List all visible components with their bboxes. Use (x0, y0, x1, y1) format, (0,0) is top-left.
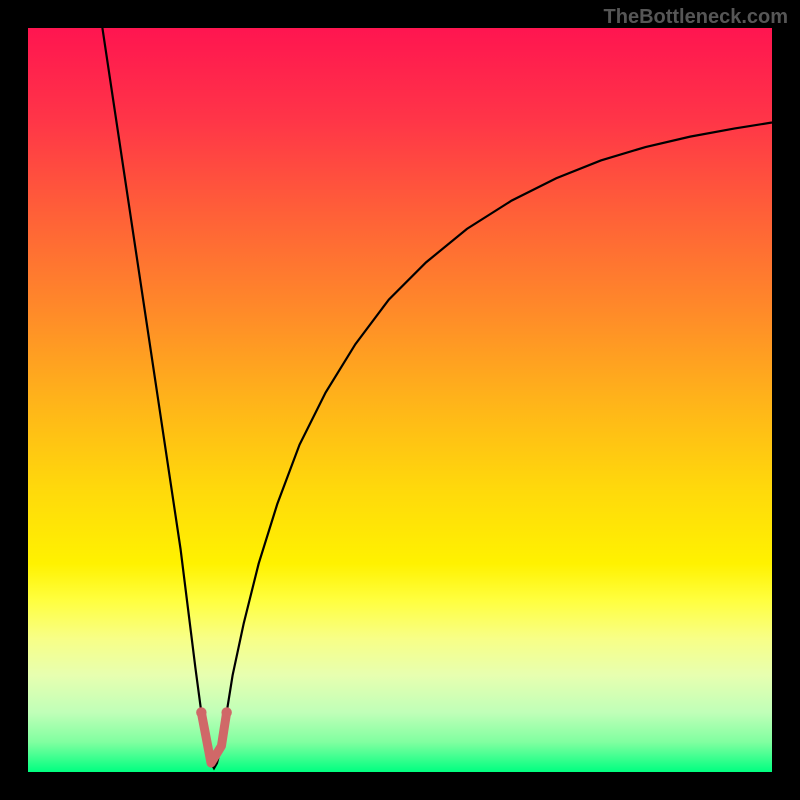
bottleneck-curve (102, 28, 772, 768)
watermark-text: TheBottleneck.com (604, 6, 788, 29)
marker-dot (221, 707, 231, 717)
plot-svg (28, 28, 772, 772)
marker-dot (196, 707, 206, 717)
bottom-marker-path (201, 712, 226, 763)
bottom-marker-dots (196, 707, 232, 717)
plot-container (28, 28, 772, 772)
